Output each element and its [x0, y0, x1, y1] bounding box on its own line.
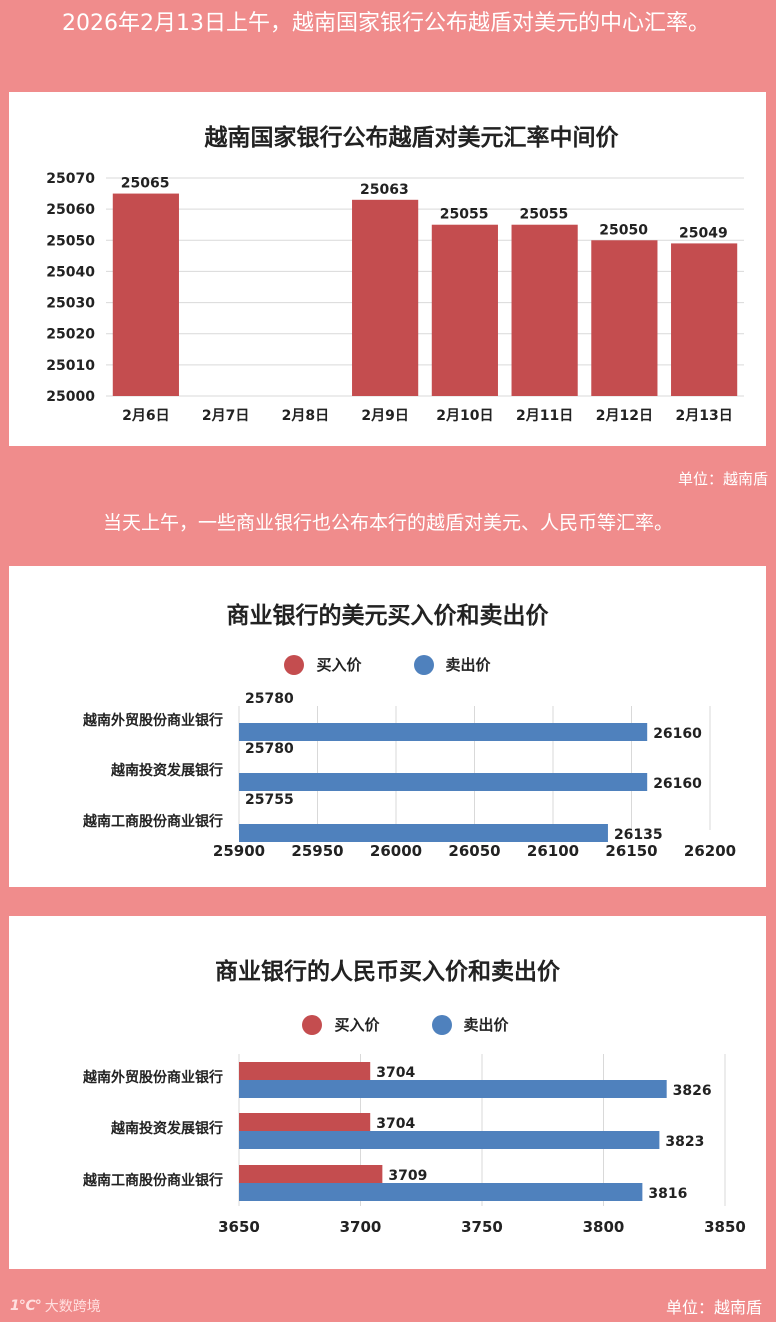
legend-buy: 买入价 — [302, 1014, 380, 1035]
sell-bar — [239, 1131, 660, 1149]
cny-rate-chart-title: 商业银行的人民币买入价和卖出价 — [215, 959, 560, 985]
x-tick-label: 2月9日 — [361, 408, 408, 424]
x-tick-label: 3700 — [340, 1218, 382, 1236]
usd-rate-chart: 25900 25950 26000 26050 26100 26150 26200 越南外贸股… — [82, 691, 736, 860]
cny-chart-legend: 买入价 卖出价 — [27, 1014, 776, 1035]
sell-bar — [239, 1080, 667, 1098]
data-label: 25055 — [440, 207, 489, 223]
category-label: 越南工商股份商业银行 — [82, 813, 223, 830]
x-tick-label: 26000 — [370, 842, 422, 860]
data-label: 3709 — [388, 1168, 427, 1184]
legend-sell-label: 卖出价 — [463, 1016, 509, 1034]
data-label: 26160 — [653, 726, 702, 742]
data-label: 3704 — [376, 1065, 415, 1081]
x-tick-label: 25950 — [291, 842, 343, 860]
brand-logo: 1℃° — [10, 1298, 42, 1314]
buy-bar — [239, 1062, 371, 1080]
x-tick-label: 3850 — [704, 1218, 746, 1236]
data-label: 3816 — [648, 1186, 687, 1202]
legend-buy-label: 买入价 — [316, 656, 362, 674]
x-tick-label: 26050 — [448, 842, 500, 860]
x-tick-label: 3800 — [583, 1218, 625, 1236]
y-tick-label: 25020 — [46, 327, 95, 343]
bar — [511, 224, 578, 396]
buy-bar — [239, 1113, 371, 1131]
data-label: 3826 — [673, 1083, 712, 1099]
usd-rate-chart-panel: 商业银行的美元买入价和卖出价 买入价 卖出价 25900 25950 26000 26… — [9, 566, 766, 887]
legend-buy-swatch — [284, 654, 305, 675]
sell-bar — [239, 824, 608, 842]
data-label: 25780 — [245, 741, 294, 757]
y-tick-label: 25040 — [46, 264, 95, 280]
legend-sell-label: 卖出价 — [445, 656, 491, 674]
central-rate-chart-panel: 越南国家银行公布越盾对美元汇率中间价 25000 25010 25020 25030 2… — [9, 92, 766, 446]
data-label: 26135 — [614, 827, 663, 843]
sell-bar — [239, 1183, 643, 1201]
x-tick-label: 2月6日 — [122, 408, 169, 424]
data-label: 25050 — [599, 222, 648, 238]
y-tick-label: 25030 — [46, 296, 95, 312]
central-rate-chart: 25000 25010 25020 25030 25040 25050 25060 25070… — [46, 171, 744, 424]
category-label: 越南投资发展银行 — [110, 762, 223, 779]
data-label: 25780 — [245, 691, 294, 707]
unit-label: 单位：越南盾 — [665, 1298, 762, 1317]
y-tick-label: 25060 — [46, 202, 95, 218]
x-tick-label: 2月12日 — [596, 408, 653, 424]
sell-bar — [239, 773, 648, 791]
buy-bar — [239, 1165, 383, 1183]
usd-chart-legend: 买入价 卖出价 — [9, 654, 766, 675]
category-label: 越南外贸股份商业银行 — [82, 712, 223, 729]
category-label: 越南投资发展银行 — [110, 1120, 223, 1137]
usd-rate-chart-title: 商业银行的美元买入价和卖出价 — [226, 603, 549, 629]
brand-text: 大数跨境 — [44, 1299, 101, 1315]
headline: 2026年2月13日上午，越南国家银行公布越盾对美元的中心汇率。 — [62, 11, 710, 36]
x-tick-label: 2月11日 — [516, 408, 573, 424]
x-tick-label: 26100 — [527, 842, 579, 860]
brand-watermark: 1℃° 大数跨境 — [10, 1296, 101, 1316]
x-tick-label: 3650 — [218, 1218, 260, 1236]
data-label: 25063 — [360, 182, 409, 198]
legend-buy-label: 买入价 — [334, 1016, 380, 1034]
legend-buy: 买入价 — [284, 654, 362, 675]
legend-buy-swatch — [302, 1014, 323, 1035]
sell-bar — [239, 723, 648, 741]
y-tick-label: 25010 — [46, 358, 95, 374]
unit-label: 单位：越南盾 — [677, 470, 768, 488]
y-tick-label: 25050 — [46, 233, 95, 249]
x-tick-label: 2月7日 — [202, 408, 249, 424]
central-rate-chart-title: 越南国家银行公布越盾对美元汇率中间价 — [204, 125, 619, 151]
data-label: 25755 — [245, 792, 294, 808]
data-label: 26160 — [653, 776, 702, 792]
x-tick-label: 25900 — [213, 842, 265, 860]
data-label: 3704 — [376, 1116, 415, 1132]
x-tick-label: 2月8日 — [282, 408, 329, 424]
data-label: 3823 — [665, 1134, 704, 1150]
legend-sell: 卖出价 — [431, 1014, 509, 1035]
x-tick-label: 3750 — [461, 1218, 503, 1236]
y-tick-label: 25070 — [46, 171, 95, 187]
data-label: 25055 — [520, 207, 569, 223]
legend-sell-swatch — [413, 654, 434, 675]
data-label: 25049 — [679, 225, 728, 241]
x-tick-label: 2月10日 — [436, 408, 493, 424]
legend-sell: 卖出价 — [413, 654, 491, 675]
x-tick-label: 26200 — [684, 842, 736, 860]
category-label: 越南工商股份商业银行 — [82, 1172, 223, 1189]
legend-sell-swatch — [431, 1014, 452, 1035]
x-tick-label: 26150 — [605, 842, 657, 860]
cny-rate-chart: 3650 3700 3750 3800 3850 越南外贸股份商业银行 3704 3826 越南… — [82, 1054, 746, 1236]
data-label: 25065 — [121, 176, 170, 192]
y-tick-label: 25000 — [46, 389, 95, 405]
bar — [591, 240, 658, 396]
subline: 当天上午，一些商业银行也公布本行的越盾对美元、人民币等汇率。 — [102, 512, 673, 534]
bar — [112, 193, 179, 396]
category-label: 越南外贸股份商业银行 — [82, 1069, 223, 1086]
x-tick-label: 2月13日 — [676, 408, 733, 424]
cny-rate-chart-panel: 商业银行的人民币买入价和卖出价 买入价 卖出价 3650 3700 3750 3800… — [9, 916, 766, 1269]
bar — [431, 224, 498, 396]
bar — [671, 243, 738, 396]
bar — [352, 199, 419, 396]
